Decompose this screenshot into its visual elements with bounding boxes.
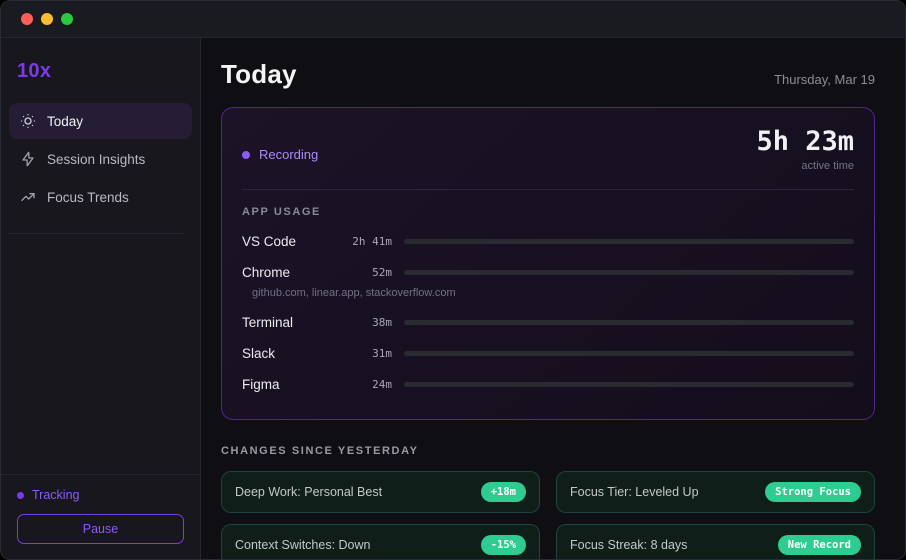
main-header: Today Thursday, Mar 19	[221, 59, 875, 90]
page-date: Thursday, Mar 19	[774, 72, 875, 87]
recording-dot-icon	[242, 150, 250, 159]
usage-row: Figma 24m	[242, 377, 854, 392]
close-window-button[interactable]	[21, 13, 33, 25]
app-logo: 10x	[17, 60, 52, 82]
sidebar-divider	[9, 233, 184, 234]
app-usage-heading: APP USAGE	[242, 206, 321, 219]
active-time-value: 5h 23m	[756, 126, 854, 157]
usage-app-time: 31m	[372, 347, 392, 361]
sidebar-item-focus-trends[interactable]: Focus Trends	[9, 179, 192, 215]
tracking-status-label: Tracking	[32, 488, 80, 502]
usage-app-time: 52m	[372, 266, 392, 280]
change-badge: New Record	[777, 535, 861, 556]
trend-up-icon	[21, 193, 35, 201]
tracking-status: Tracking	[17, 488, 184, 502]
card-divider	[242, 189, 854, 191]
change-badge: +18m	[480, 482, 526, 503]
pause-button[interactable]: Pause	[17, 514, 184, 544]
sidebar-item-today[interactable]: Today	[9, 103, 192, 139]
main-content: Today Thursday, Mar 19 Recording 5h 23m …	[201, 38, 905, 559]
change-label: Focus Streak: 8 days	[570, 538, 688, 553]
usage-app-name: Slack	[242, 346, 276, 362]
change-label: Deep Work: Personal Best	[235, 485, 383, 500]
change-card-focus-streak: Focus Streak: 8 days New Record	[556, 524, 875, 559]
sidebar-item-label: Focus Trends	[47, 189, 129, 205]
usage-bar	[404, 382, 854, 388]
sidebar-item-session-insights[interactable]: Session Insights	[9, 141, 192, 177]
bolt-icon	[22, 151, 34, 167]
sidebar-item-label: Today	[47, 113, 84, 129]
usage-app-time: 38m	[372, 316, 392, 330]
active-time-caption: active time	[801, 160, 854, 173]
titlebar	[1, 1, 905, 38]
sidebar-nav: Today Session Insights Focus Trends	[1, 99, 200, 217]
usage-row: VS Code 2h 41m	[242, 234, 854, 249]
change-badge: Strong Focus	[765, 482, 861, 503]
usage-bar	[404, 351, 854, 357]
recording-card: Recording 5h 23m active time APP USAGE V…	[221, 107, 875, 421]
usage-app-name: Figma	[242, 377, 280, 393]
usage-app-time: 24m	[372, 378, 392, 392]
usage-app-name: Terminal	[242, 315, 294, 331]
zoom-window-button[interactable]	[61, 13, 73, 25]
sidebar: 10x Today Session Insights	[1, 38, 201, 559]
recording-status-label: Recording	[259, 147, 319, 162]
page-title: Today	[221, 59, 297, 89]
change-label: Focus Tier: Leveled Up	[570, 485, 699, 500]
sun-icon	[21, 114, 36, 129]
usage-app-name: VS Code	[242, 234, 297, 250]
minimize-window-button[interactable]	[41, 13, 53, 25]
usage-app-time: 2h 41m	[352, 235, 392, 249]
recording-status: Recording	[242, 147, 318, 162]
change-card-deep-work: Deep Work: Personal Best +18m	[221, 471, 540, 514]
usage-bar	[404, 320, 854, 326]
tracking-dot-icon	[17, 491, 24, 499]
changes-grid: Deep Work: Personal Best +18m Focus Tier…	[221, 471, 875, 559]
sidebar-item-label: Session Insights	[47, 151, 146, 167]
usage-bar	[404, 239, 854, 245]
changes-heading: CHANGES SINCE YESTERDAY	[221, 445, 419, 458]
usage-row: Terminal 38m	[242, 315, 854, 330]
usage-app-name: Chrome	[242, 265, 291, 281]
sidebar-footer: Tracking Pause	[1, 474, 200, 559]
usage-row: Slack 31m	[242, 346, 854, 361]
usage-app-domains: github.com, linear.app, stackoverflow.co…	[252, 287, 456, 300]
change-badge: -15%	[480, 535, 526, 556]
change-card-context-switches: Context Switches: Down -15%	[221, 524, 540, 559]
change-card-focus-tier: Focus Tier: Leveled Up Strong Focus	[556, 471, 875, 514]
usage-row: Chrome 52m	[242, 265, 854, 280]
usage-bar	[404, 270, 854, 276]
change-label: Context Switches: Down	[235, 538, 371, 553]
